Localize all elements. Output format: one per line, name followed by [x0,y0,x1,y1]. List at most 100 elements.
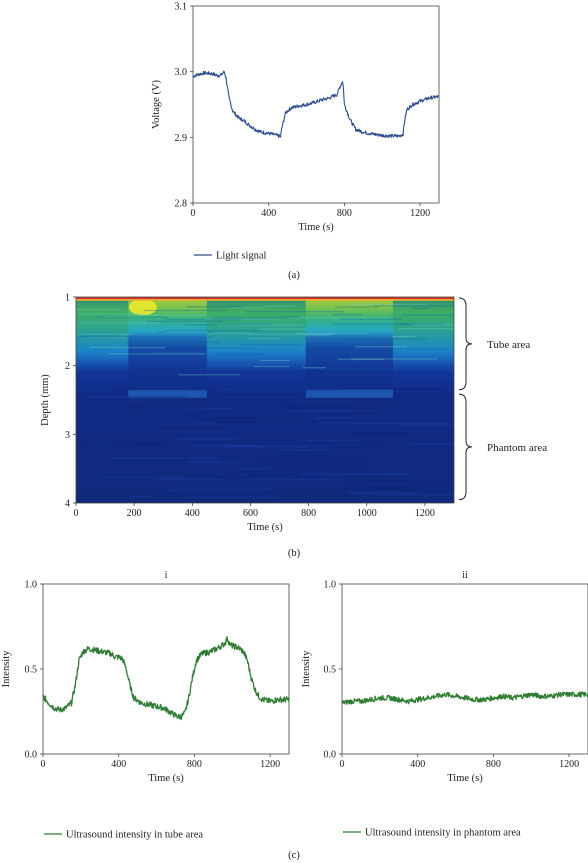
heatmap-texture [302,367,326,369]
heatmap-texture [78,322,160,324]
tube-intensity-chart: 0 400 800 1200 0.0 0.5 1.0 Time (s) Intensity i Ul… [1,570,290,841]
heatmap-texture [288,317,389,319]
y-tick-label: 2.8 [175,199,188,210]
heatmap-texture [186,306,245,308]
x-tick-label: 0 [340,759,345,770]
heatmap-texture [204,365,290,367]
heatmap-texture [263,463,339,465]
plot-frame [75,296,455,504]
heatmap-texture [351,358,438,360]
heatmap-texture [82,335,118,337]
heatmap-texture [80,406,181,409]
heatmap-texture [331,314,363,316]
voltage-chart: 0 400 800 1200 2.8 2.9 3.0 3.1 Time (s) Voltage (… [151,2,440,262]
heatmap-texture [185,324,270,326]
plot-frame [42,583,290,755]
heatmap-texture [402,369,454,371]
heatmap-texture [136,443,158,445]
x-tick-label: 0 [74,508,79,519]
heatmap-texture [296,367,324,370]
heatmap-texture [320,368,400,371]
chart-title: i [165,570,168,581]
heatmap-texture [253,365,290,368]
x-axis-label: Time (s) [148,773,184,784]
heatmap-texture [337,358,384,360]
heatmap-texture [139,352,212,354]
heatmap-texture [77,333,133,336]
y-tick-label: 2 [65,361,70,372]
heatmap-texture [104,316,148,318]
heatmap-texture [296,433,404,435]
heatmap-hotspot [128,299,157,316]
heatmap-surface-line [76,297,454,300]
heatmap-texture [280,316,301,318]
series-line [192,70,440,139]
heatmap-texture [127,353,151,355]
y-tick-label: 0.0 [25,750,38,761]
heatmap-texture [143,309,227,312]
heatmap-texture [264,305,295,307]
phantom-intensity-chart: 0 400 800 1200 0.0 0.5 1.0 Time (s) Intensity ii U… [301,570,588,839]
legend-entry: Ultrasound intensity in phantom area [365,828,521,839]
legend-entry: Ultrasound intensity in tube area [66,830,203,841]
heatmap-texture [191,444,258,447]
heatmap-texture [245,389,301,392]
heatmap-texture [251,445,310,448]
heatmap-texture [402,314,454,316]
heatmap-texture [314,416,384,419]
heatmap-texture [215,421,318,423]
x-tick-label: 1200 [260,759,280,770]
heatmap-texture [178,374,240,376]
heatmap-texture [284,406,357,408]
heatmap-texture [375,494,454,496]
heatmap-texture [374,305,454,307]
y-tick-label: 0.0 [324,750,337,761]
heatmap-texture [155,388,231,391]
y-tick-label: 2.9 [175,133,188,144]
heatmap-texture [138,386,191,389]
region-brace [458,393,473,501]
plot-frame [341,583,588,755]
x-tick-label: 200 [127,508,142,519]
series-line [42,635,290,721]
y-tick-label: 3.0 [175,67,188,78]
heatmap-texture [286,410,354,412]
heatmap-texture [393,388,442,390]
panel-label-b: (b) [288,548,301,559]
heatmap-texture [187,461,238,464]
heatmap-texture [334,306,378,308]
heatmap-texture [354,346,407,348]
heatmap-texture [262,446,294,449]
y-tick-label: 1.0 [25,580,38,591]
heatmap-texture [238,468,269,470]
heatmap-texture [324,473,409,475]
x-tick-label: 400 [185,508,200,519]
heatmap-texture [153,478,223,481]
heatmap-texture [257,328,307,330]
x-tick-label: 600 [243,508,258,519]
heatmap-texture [165,330,261,332]
x-tick-label: 400 [410,759,425,770]
heatmap-texture [259,359,290,362]
heatmap-texture [76,308,122,311]
x-tick-label: 1200 [410,208,430,219]
x-tick-label: 0 [41,759,46,770]
heatmap-texture [207,332,250,334]
heatmap-texture [246,333,336,335]
heatmap-texture [108,353,206,355]
heatmap-texture [90,347,166,349]
y-tick-label: 4 [65,499,70,510]
y-tick-label: 3.1 [175,2,188,13]
heatmap-texture [340,318,403,320]
heatmap-texture [247,311,344,313]
y-tick-label: 0.5 [25,665,38,676]
heatmap-texture [412,307,433,309]
heatmap-texture [412,324,454,326]
y-axis-label: Intensity [301,650,312,687]
heatmap-texture [155,344,201,346]
chart-title: ii [462,570,468,581]
heatmap-texture [300,473,408,476]
heatmap-texture [153,427,227,430]
y-axis-label: Depth (mm) [40,374,51,426]
heatmap-texture [215,353,267,356]
